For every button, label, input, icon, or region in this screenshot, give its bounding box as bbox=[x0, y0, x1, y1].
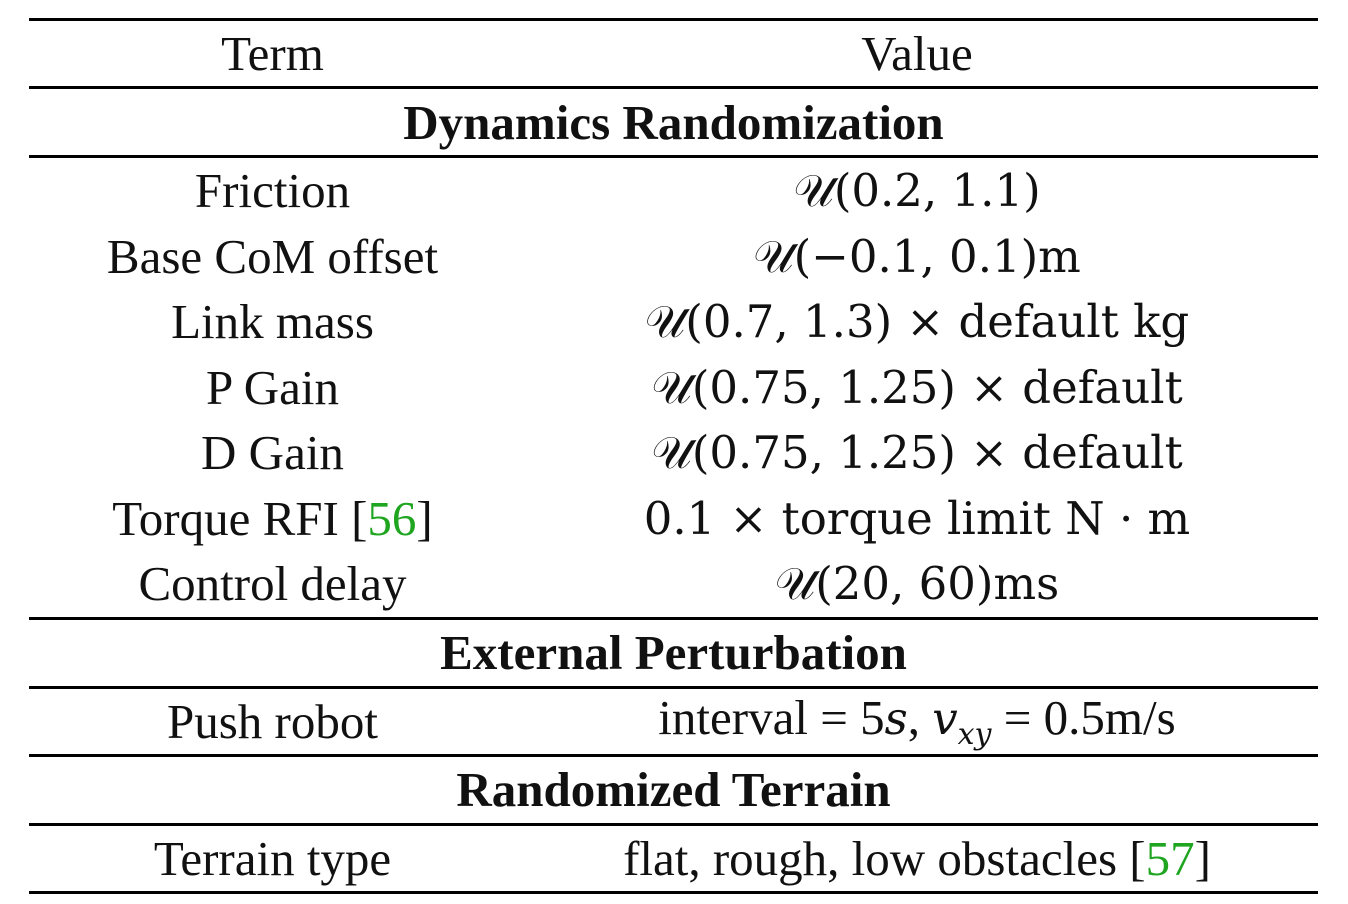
row-link-mass: Link mass 𝒰(0.7, 1.3) × default kg bbox=[29, 289, 1318, 355]
value-link-mass: 𝒰(0.7, 1.3) × default kg bbox=[644, 295, 1190, 349]
value-base-com-offset: 𝒰(−0.1, 0.1)m bbox=[753, 229, 1081, 283]
section-rule-terrain bbox=[29, 822, 1318, 826]
top-rule bbox=[29, 18, 1318, 21]
value-d-gain: 𝒰(0.75, 1.25) × default bbox=[651, 426, 1183, 480]
section-dynamics-randomization: Dynamics Randomization bbox=[403, 94, 944, 150]
term-terrain-type: Terrain type bbox=[153, 830, 392, 886]
header-value: Value bbox=[861, 26, 973, 81]
term-torque-rfi: Torque RFI [56] bbox=[29, 494, 516, 543]
term-torque-rfi-suffix: ] bbox=[416, 490, 433, 546]
terrain-type-suffix: ] bbox=[1194, 830, 1211, 886]
citation-link-56[interactable]: 56 bbox=[367, 490, 417, 546]
randomization-table: Term Value Dynamics Randomization Fricti… bbox=[29, 18, 1318, 894]
value-terrain-type: flat, rough, low obstacles [57] bbox=[516, 834, 1318, 883]
row-control-delay: Control delay 𝒰(20, 60)ms bbox=[29, 551, 1318, 617]
term-control-delay: Control delay bbox=[138, 556, 407, 612]
section-rule-external bbox=[29, 685, 1318, 689]
header-rule bbox=[29, 86, 1318, 89]
term-friction: Friction bbox=[194, 163, 351, 219]
term-torque-rfi-prefix: Torque RFI [ bbox=[112, 490, 368, 546]
row-p-gain: P Gain 𝒰(0.75, 1.25) × default bbox=[29, 355, 1318, 421]
push-separator: , bbox=[907, 689, 933, 745]
push-velocity-value: = 0.5m/s bbox=[991, 689, 1176, 745]
value-push-robot: interval = 5s, vxy = 0.5m/s bbox=[516, 693, 1318, 750]
header-row: Term Value bbox=[29, 21, 1318, 86]
section-rule-dynamics-end bbox=[29, 616, 1318, 620]
row-terrain-type: Terrain type flat, rough, low obstacles … bbox=[29, 826, 1318, 891]
value-friction: 𝒰(0.2, 1.1) bbox=[793, 164, 1041, 218]
push-interval-unit-s: s bbox=[884, 691, 908, 745]
section-external-perturbation: External Perturbation bbox=[440, 625, 907, 680]
term-d-gain: D Gain bbox=[201, 425, 344, 481]
terrain-type-prefix: flat, rough, low obstacles [ bbox=[623, 830, 1146, 886]
term-push-robot: Push robot bbox=[166, 693, 378, 749]
header-term: Term bbox=[221, 26, 324, 81]
section-rule-dynamics bbox=[29, 155, 1318, 158]
term-link-mass: Link mass bbox=[171, 294, 374, 350]
section-randomized-terrain: Randomized Terrain bbox=[456, 762, 891, 817]
value-torque-rfi: 0.1 × torque limit N · m bbox=[643, 491, 1191, 545]
row-base-com-offset: Base CoM offset 𝒰(−0.1, 0.1)m bbox=[29, 224, 1318, 290]
term-base-com-offset: Base CoM offset bbox=[106, 228, 439, 284]
row-friction: Friction 𝒰(0.2, 1.1) bbox=[29, 158, 1318, 224]
row-push-robot: Push robot interval = 5s, vxy = 0.5m/s bbox=[29, 689, 1318, 754]
value-p-gain: 𝒰(0.75, 1.25) × default bbox=[651, 360, 1183, 414]
push-interval-prefix: interval = 5 bbox=[658, 689, 885, 745]
row-d-gain: D Gain 𝒰(0.75, 1.25) × default bbox=[29, 420, 1318, 486]
value-control-delay: 𝒰(20, 60)ms bbox=[774, 557, 1060, 611]
push-velocity-symbol: v bbox=[932, 691, 958, 745]
bottom-rule bbox=[29, 890, 1318, 894]
push-velocity-subscript: xy bbox=[957, 716, 992, 752]
term-p-gain: P Gain bbox=[206, 359, 339, 415]
row-torque-rfi: Torque RFI [56] 0.1 × torque limit N · m bbox=[29, 486, 1318, 552]
citation-link-57[interactable]: 57 bbox=[1145, 830, 1195, 886]
section-rule-external-end bbox=[29, 753, 1318, 757]
